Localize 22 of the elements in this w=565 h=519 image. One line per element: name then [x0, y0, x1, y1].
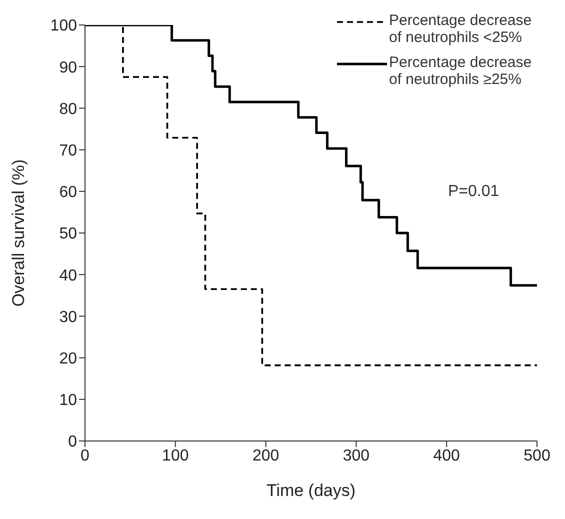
y-tick-label: 80	[59, 100, 78, 118]
x-tick-label: 100	[162, 447, 189, 464]
annotation: P=0.01	[448, 183, 500, 201]
y-tick-label: 40	[59, 267, 78, 284]
y-tick-label: 20	[59, 350, 78, 368]
y-tick-label: 60	[59, 184, 78, 202]
y-tick-label: 30	[59, 308, 78, 326]
y-tick-label: 50	[59, 226, 78, 243]
legend-label: Percentage decrease of neutrophils <25%	[389, 12, 533, 46]
x-tick-label: 300	[342, 447, 370, 464]
y-tick-label: 100	[50, 18, 78, 35]
y-tick-label: 10	[59, 392, 78, 410]
legend-label: Percentage decrease of neutrophils ≥25%	[389, 54, 533, 88]
y-axis-title: Overall survival (%)	[9, 159, 28, 307]
x-tick-label: 500	[524, 447, 550, 464]
x-tick-label: 400	[433, 447, 460, 464]
x-axis-title: Time (days)	[266, 481, 356, 500]
y-tick-label: 0	[68, 434, 78, 451]
x-tick-label: 200	[252, 447, 280, 464]
y-tick-label: 70	[59, 142, 78, 160]
x-tick-label: 0	[80, 447, 90, 464]
y-tick-label: 90	[59, 59, 78, 76]
